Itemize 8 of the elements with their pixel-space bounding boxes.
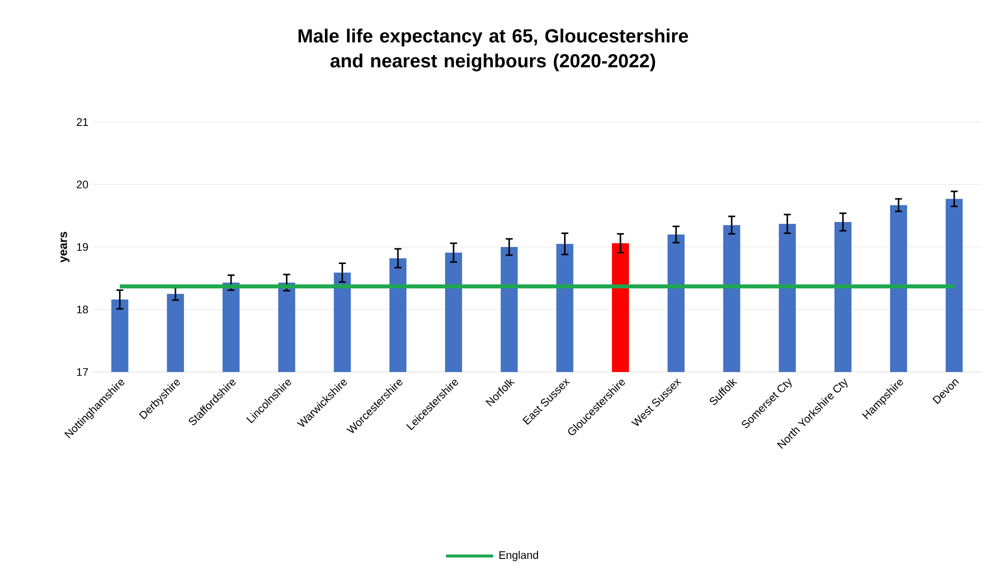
y-axis-title: years bbox=[60, 232, 70, 263]
y-tick-label: 20 bbox=[76, 180, 88, 188]
y-tick-label: 21 bbox=[76, 118, 88, 126]
legend-label: England bbox=[499, 550, 538, 562]
y-tick-label: 17 bbox=[77, 368, 88, 376]
y-tick-label: 19 bbox=[77, 243, 88, 251]
y-tick-label: 18 bbox=[77, 306, 88, 314]
chart-title: Male life expectancy at 65, Gloucestershire and nearest neighbours (2020-2022) bbox=[298, 28, 688, 72]
